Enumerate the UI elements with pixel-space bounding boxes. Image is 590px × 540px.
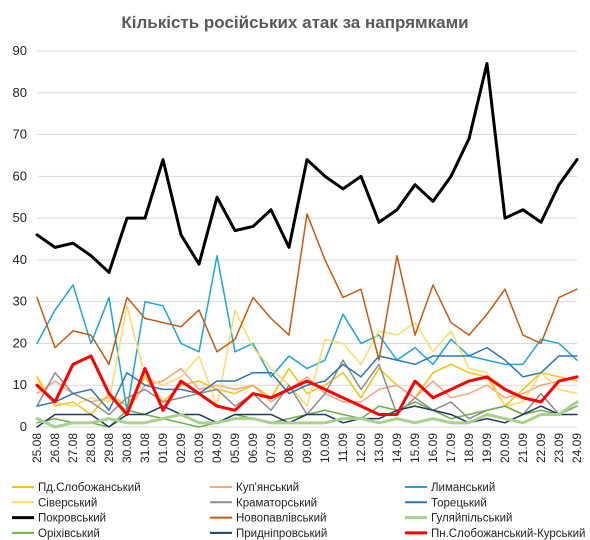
x-tick-label: 10.09	[318, 433, 332, 463]
x-tick-label: 25.08	[30, 433, 44, 463]
legend-label: Гуляйпільський	[431, 513, 512, 525]
y-tick-label: 0	[20, 419, 27, 434]
x-tick-label: 06.09	[246, 433, 260, 463]
legend-label: Краматорський	[236, 497, 317, 509]
x-tick-label: 21.09	[516, 433, 530, 463]
legend-item: Куп'янський	[210, 482, 299, 494]
x-tick-label: 15.09	[408, 433, 422, 463]
legend-label: Куп'янський	[236, 482, 299, 494]
chart-title: Кількість російських атак за напрямками	[121, 13, 468, 32]
legend-item: Оріхівський	[12, 528, 100, 540]
series-line-5	[36, 346, 578, 412]
x-tick-label: 05.09	[228, 433, 242, 463]
x-tick-label: 07.09	[264, 433, 278, 463]
x-tick-label: 23.09	[552, 433, 566, 463]
x-tick-label: 28.08	[84, 433, 98, 463]
x-tick-label: 12.09	[354, 433, 368, 463]
x-tick-label: 30.08	[120, 433, 134, 463]
legend-label: Пн.Слобожанський-Курський	[431, 528, 585, 540]
legend-label: Сіверський	[38, 497, 97, 509]
y-tick-label: 40	[13, 252, 27, 267]
x-tick-label: 27.08	[66, 433, 80, 463]
legend-item: Покровський	[12, 513, 106, 525]
legend-label: Придніпровський	[236, 528, 327, 540]
x-axis: 25.08 26.08 27.08 28.08 29.08 30.08 31.08 01.09…	[30, 433, 584, 463]
y-tick-label: 70	[13, 127, 27, 142]
x-tick-label: 08.09	[282, 433, 296, 463]
x-tick-label: 11.09	[336, 433, 350, 462]
legend-label: Новопавлівський	[236, 513, 326, 525]
x-tick-label: 20.09	[498, 433, 512, 463]
legend-item: Придніпровський	[210, 528, 327, 540]
x-tick-label: 01.09	[156, 433, 170, 463]
x-tick-label: 22.09	[534, 433, 548, 463]
y-tick-label: 90	[13, 43, 27, 58]
series-line-6	[35, 62, 579, 274]
x-tick-label: 31.08	[138, 433, 152, 463]
x-tick-label: 09.09	[300, 433, 314, 463]
y-tick-label: 80	[13, 85, 27, 100]
legend-label: Пд.Слобожанський	[38, 482, 141, 494]
y-tick-label: 20	[13, 335, 27, 350]
series-line-8	[35, 400, 579, 429]
x-tick-label: 16.09	[426, 433, 440, 463]
legend-label: Оріхівський	[38, 528, 100, 540]
legend-item: Сіверський	[12, 497, 97, 509]
legend-item: Гуляйпільський	[405, 513, 512, 525]
series-group	[35, 62, 579, 429]
legend-item: Пд.Слобожанський	[12, 482, 141, 494]
x-tick-label: 17.09	[444, 433, 458, 463]
x-tick-label: 18.09	[462, 433, 476, 463]
legend-item: Краматорський	[210, 497, 317, 509]
y-axis: 0 10 20 30 40 50 60 70 80 90	[13, 43, 27, 434]
x-tick-label: 29.08	[102, 433, 116, 463]
legend-item: Пн.Слобожанський-Курський	[405, 528, 585, 540]
gridlines	[37, 50, 577, 428]
x-tick-label: 02.09	[174, 433, 188, 463]
x-tick-label: 13.09	[372, 433, 386, 463]
legend-item: Новопавлівський	[210, 513, 326, 525]
legend: Пд.Слобожанський Куп'янський Лиманський Сів…	[12, 482, 585, 540]
series-line-11	[35, 354, 579, 416]
legend-label: Торецький	[431, 497, 487, 509]
x-tick-label: 04.09	[210, 433, 224, 463]
series-line-7	[36, 213, 578, 366]
y-tick-label: 60	[13, 168, 27, 183]
legend-label: Лиманський	[431, 482, 495, 494]
y-tick-label: 50	[13, 210, 27, 225]
y-tick-label: 10	[13, 377, 27, 392]
x-tick-label: 24.09	[570, 433, 584, 463]
x-tick-label: 19.09	[480, 433, 494, 463]
x-tick-label: 26.08	[48, 433, 62, 463]
legend-item: Лиманський	[405, 482, 495, 494]
series-line-3	[36, 305, 578, 407]
x-tick-label: 14.09	[390, 433, 404, 463]
x-tick-label: 03.09	[192, 433, 206, 463]
y-tick-label: 30	[13, 294, 27, 309]
legend-item: Торецький	[405, 497, 487, 509]
legend-label: Покровський	[38, 513, 106, 525]
